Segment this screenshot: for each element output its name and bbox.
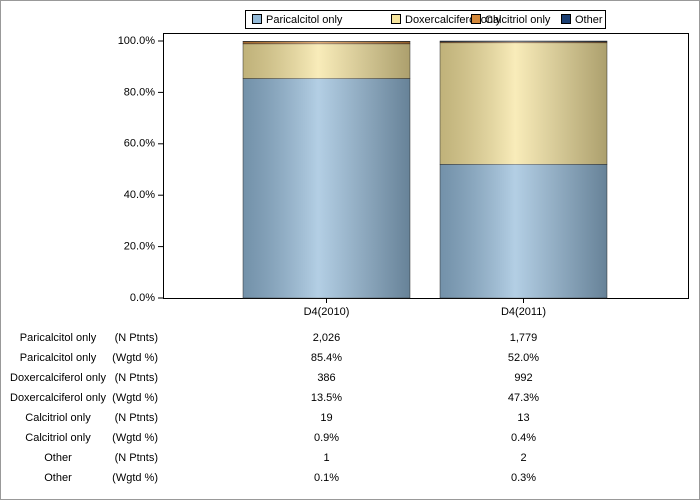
bar-shade — [243, 41, 410, 299]
legend-label: Other — [575, 14, 603, 26]
row-unit: (Wgtd %) — [112, 392, 158, 404]
legend-label: Calcitriol only — [485, 14, 551, 26]
table-cell: 85.4% — [311, 352, 342, 364]
table-cell: 386 — [317, 372, 335, 384]
table-cell: 0.1% — [314, 472, 339, 484]
y-tick-label: 0.0% — [130, 292, 155, 304]
legend-swatch — [561, 14, 571, 24]
table-cell: 2 — [520, 452, 526, 464]
y-tick-label: 60.0% — [124, 138, 155, 150]
row-label: Doxercalciferol only — [10, 392, 106, 404]
row-unit: (N Ptnts) — [115, 372, 158, 384]
row-unit: (Wgtd %) — [112, 432, 158, 444]
table-cell: 19 — [320, 412, 332, 424]
legend-swatch — [471, 14, 481, 24]
row-unit: (N Ptnts) — [115, 412, 158, 424]
table-cell: 2,026 — [313, 332, 341, 344]
legend-label: Paricalcitol only — [266, 14, 343, 26]
x-tick-label: D4(2011) — [501, 306, 546, 318]
table-cell: 13 — [517, 412, 529, 424]
row-label: Calcitriol only — [25, 412, 91, 424]
row-unit: (Wgtd %) — [112, 472, 158, 484]
table-cell: 0.3% — [511, 472, 536, 484]
row-label: Paricalcitol only — [20, 352, 97, 364]
table-cell: 47.3% — [508, 392, 539, 404]
y-tick-label: 20.0% — [124, 241, 155, 253]
row-unit: (Wgtd %) — [112, 352, 158, 364]
row-label: Doxercalciferol only — [10, 372, 106, 384]
legend — [245, 10, 606, 29]
bar-shade — [440, 41, 607, 298]
row-label: Calcitriol only — [25, 432, 91, 444]
table-cell: 13.5% — [311, 392, 342, 404]
table-cell: 52.0% — [508, 352, 539, 364]
row-unit: (N Ptnts) — [115, 332, 158, 344]
row-label: Other — [44, 472, 72, 484]
table-cell: 1,779 — [510, 332, 538, 344]
plot-area — [163, 33, 689, 299]
table-cell: 0.4% — [511, 432, 536, 444]
legend-swatch — [391, 14, 401, 24]
x-tick-label: D4(2010) — [304, 306, 350, 318]
y-tick-label: 100.0% — [118, 35, 156, 47]
row-label: Paricalcitol only — [20, 332, 97, 344]
table-cell: 0.9% — [314, 432, 339, 444]
table-cell: 992 — [514, 372, 532, 384]
y-tick-label: 80.0% — [124, 86, 155, 98]
table-cell: 1 — [323, 452, 329, 464]
legend-swatch — [252, 14, 262, 24]
row-unit: (N Ptnts) — [115, 452, 158, 464]
row-label: Other — [44, 452, 72, 464]
y-tick-label: 40.0% — [124, 189, 155, 201]
